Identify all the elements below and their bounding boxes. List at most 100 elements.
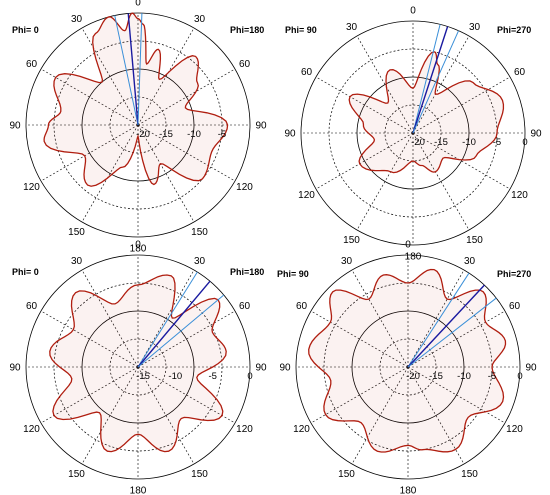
polar-spoke — [356, 132, 414, 231]
phi-label-right: Phi=270 — [497, 269, 531, 279]
radial-tick-label: -15 — [159, 129, 173, 140]
polar-spoke — [356, 35, 414, 134]
polar-spoke — [137, 269, 195, 368]
radial-tick-label: -15 — [136, 371, 150, 382]
polar-spoke — [412, 35, 470, 134]
angle-tick-label: 60 — [239, 59, 251, 70]
angle-tick-label: 60 — [26, 301, 38, 312]
phi-label-right: Phi=180 — [230, 25, 264, 35]
polar-spoke — [407, 366, 465, 465]
angle-tick-label: 60 — [301, 67, 313, 78]
angle-tick-label: 0 — [135, 240, 141, 251]
angle-tick-label: 120 — [23, 182, 40, 193]
angle-tick-label: 30 — [469, 22, 481, 33]
polar-spoke — [81, 27, 139, 126]
polar-chart-1: 0 30 60 90 120 150 180 150 120 90 60 30 -20 -15 -10 -5 P… — [9, 0, 267, 255]
radiation-pattern-curve — [308, 268, 507, 453]
radial-tick-label: -20 — [136, 129, 150, 140]
angle-tick-label: 30 — [341, 256, 353, 267]
angle-tick-label: 120 — [506, 424, 523, 435]
beam-direction-line — [137, 13, 143, 126]
angle-tick-label: 120 — [293, 424, 310, 435]
radial-tick-label: -10 — [457, 371, 471, 382]
angle-tick-label: 90 — [530, 129, 542, 140]
polar-chart-2: 0 30 60 90 120 150 180 150 120 90 60 30 -20 -15 -10 -5 0… — [284, 6, 542, 263]
angle-tick-label: 30 — [194, 256, 206, 267]
phi-label-left: Phi= 0 — [12, 267, 39, 277]
polar-spoke — [412, 76, 511, 134]
polar-spoke — [137, 310, 236, 368]
beam-direction-line — [407, 284, 485, 368]
polar-spoke — [40, 68, 139, 126]
polar-spoke — [315, 76, 414, 134]
angle-tick-label: 120 — [236, 424, 253, 435]
angle-tick-label: 30 — [464, 256, 476, 267]
radial-tick-label: 0 — [522, 137, 527, 148]
polar-chart-3: 0 30 60 90 120 150 180 150 120 90 60 30 -15 -10 -5 0 Phi… — [9, 240, 267, 495]
angle-tick-label: 150 — [343, 235, 360, 246]
beam-direction-line — [114, 15, 139, 126]
polar-spoke — [137, 124, 236, 182]
angle-tick-label: 60 — [26, 59, 38, 70]
angle-tick-label: 150 — [68, 227, 85, 238]
angle-tick-label: 120 — [298, 190, 315, 201]
beam-direction-line — [137, 280, 211, 368]
polar-ring — [300, 20, 526, 246]
angle-tick-label: 90 — [525, 363, 537, 374]
angle-tick-label: 60 — [296, 301, 308, 312]
angle-tick-label: 120 — [511, 190, 528, 201]
angle-tick-label: 90 — [284, 129, 296, 140]
radial-tick-label: -10 — [187, 129, 201, 140]
angle-tick-label: 150 — [68, 469, 85, 480]
phi-label-right: Phi=270 — [497, 25, 531, 35]
beam-direction-line — [127, 13, 139, 126]
angle-tick-label: 0 — [410, 6, 416, 17]
beam-direction-line — [137, 294, 225, 368]
angle-tick-label: 30 — [346, 22, 358, 33]
phi-label-left: Phi= 90 — [285, 25, 317, 35]
angle-tick-label: 60 — [514, 67, 526, 78]
polar-spoke — [310, 366, 409, 424]
polar-spoke — [81, 366, 139, 465]
angle-tick-label: 120 — [23, 424, 40, 435]
angle-tick-label: 150 — [191, 469, 208, 480]
angle-tick-label: 180 — [130, 486, 147, 495]
angle-tick-label: 90 — [9, 121, 21, 132]
polar-spoke — [40, 366, 139, 424]
phi-label-left: Phi= 90 — [277, 269, 309, 279]
radial-tick-label: -5 — [218, 129, 226, 140]
radial-tick-label: 0 — [247, 371, 252, 382]
radial-tick-label: -5 — [208, 371, 216, 382]
polar-spoke — [137, 27, 195, 126]
radial-tick-label: -5 — [488, 371, 496, 382]
angle-tick-label: 30 — [71, 256, 83, 267]
polar-spoke — [137, 366, 195, 465]
angle-tick-label: 0 — [405, 240, 411, 251]
radial-tick-label: -20 — [406, 371, 420, 382]
polar-spoke — [407, 366, 506, 424]
polar-spoke — [412, 132, 511, 190]
polar-spoke — [407, 269, 465, 368]
beam-direction-line — [412, 24, 441, 134]
angle-tick-label: 150 — [338, 469, 355, 480]
angle-tick-label: 90 — [255, 121, 267, 132]
beam-direction-line — [407, 272, 470, 368]
angle-tick-label: 150 — [461, 469, 478, 480]
polar-spoke — [315, 132, 414, 190]
angle-tick-label: 30 — [71, 14, 83, 25]
beam-direction-line — [137, 271, 198, 368]
radial-tick-label: -15 — [429, 371, 443, 382]
polar-spoke — [40, 310, 139, 368]
beam-direction-line — [407, 297, 497, 368]
angle-tick-label: 90 — [255, 363, 267, 374]
angle-tick-label: 60 — [509, 301, 521, 312]
phi-label-left: Phi= 0 — [12, 25, 39, 35]
angle-tick-label: 30 — [194, 14, 206, 25]
radial-tick-label: -20 — [411, 137, 425, 148]
radial-tick-label: 0 — [517, 371, 522, 382]
angle-tick-label: 180 — [130, 244, 147, 255]
radiation-pattern-curve — [49, 274, 227, 453]
angle-tick-label: 150 — [191, 227, 208, 238]
radial-tick-label: -10 — [462, 137, 476, 148]
